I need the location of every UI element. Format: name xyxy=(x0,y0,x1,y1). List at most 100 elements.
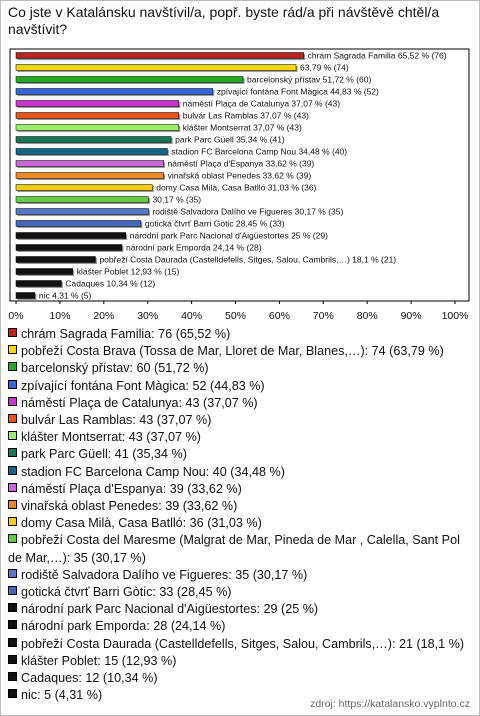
value-label: národní park Parc Nacional d'Aigüestorte… xyxy=(130,230,328,240)
legend-item: klášter Poblet: 15 (12,93 %) xyxy=(8,653,470,670)
legend-item: náměstí Plaça de Catalunya: 43 (37,07 %) xyxy=(8,395,470,412)
bar xyxy=(15,100,179,107)
legend-swatch xyxy=(8,568,17,578)
bar xyxy=(15,112,179,119)
legend-item: pobřeží Costa del Maresme (Malgrat de Ma… xyxy=(8,532,470,566)
legend-item: rodiště Salvadora Dalího ve Figueres: 35… xyxy=(8,567,470,584)
bar xyxy=(15,268,74,275)
bar xyxy=(15,196,149,203)
value-label: park Parc Güell 35,34 % (41) xyxy=(175,134,285,144)
legend-swatch xyxy=(8,500,17,510)
legend-swatch xyxy=(8,379,17,389)
value-label: náměstí Plaça d'Espanya 33,62 % (39) xyxy=(168,158,315,168)
bar xyxy=(15,292,36,299)
legend-swatch xyxy=(8,396,17,406)
legend-swatch xyxy=(8,603,17,613)
x-tick-label: 80% xyxy=(357,310,378,322)
legend-label: pobřeží Costa Brava (Tossa de Mar, Llore… xyxy=(21,344,444,359)
value-label: bulvár Las Ramblas 37,07 % (43) xyxy=(183,110,309,120)
x-tick-label: 40% xyxy=(181,310,202,322)
legend-swatch xyxy=(8,362,17,372)
bar xyxy=(15,184,153,191)
legend-label: Cadaques: 12 (10,34 %) xyxy=(21,671,158,686)
legend-label: vinařská oblast Penedes: 39 (33,62 %) xyxy=(21,499,238,514)
legend-item: klášter Montserrat: 43 (37,07 %) xyxy=(8,429,470,446)
value-label: chrám Sagrada Familia 65,52 % (76) xyxy=(308,50,447,60)
legend-swatch xyxy=(8,345,17,355)
bar xyxy=(15,172,164,179)
legend: chrám Sagrada Familia: 76 (65,52 %) pobře… xyxy=(8,326,470,704)
bar xyxy=(15,160,164,167)
legend-item: bulvár Las Ramblas: 43 (37,07 %) xyxy=(8,412,470,429)
bar xyxy=(15,148,168,155)
value-label: klášter Montserrat 37,07 % (43) xyxy=(183,122,302,132)
value-label: domy Casa Milà, Casa Batlló 31,03 % (36) xyxy=(156,182,316,192)
value-label: pobřeží Costa Daurada (Castelldefells, S… xyxy=(99,254,396,264)
legend-swatch xyxy=(8,465,17,475)
value-label: náměstí Plaça de Catalunya 37,07 % (43) xyxy=(183,98,341,108)
legend-item: národní park Parc Nacional d'Aigüestorte… xyxy=(8,601,470,618)
x-tick-label: 100% xyxy=(442,310,469,322)
bar xyxy=(15,244,123,251)
legend-swatch xyxy=(8,637,17,647)
legend-swatch xyxy=(8,654,17,664)
legend-label: náměstí Plaça d'Espanya: 39 (33,62 %) xyxy=(21,481,242,496)
legend-item: gotická čtvrť Barri Gòtic: 33 (28,45 %) xyxy=(8,584,470,601)
legend-item: domy Casa Milà, Casa Batlló: 36 (31,03 %… xyxy=(8,515,470,532)
legend-label: domy Casa Milà, Casa Batlló: 36 (31,03 %… xyxy=(21,516,262,531)
legend-label: klášter Poblet: 15 (12,93 %) xyxy=(21,653,177,668)
x-tick-label: 90% xyxy=(401,310,422,322)
bar xyxy=(15,64,297,71)
bar xyxy=(15,256,96,263)
value-label: nic 4,31 % (5) xyxy=(39,290,92,300)
legend-swatch xyxy=(8,414,17,424)
legend-item: náměstí Plaça d'Espanya: 39 (33,62 %) xyxy=(8,481,470,498)
legend-item: zpívající fontána Font Màgica: 52 (44,83… xyxy=(8,378,470,395)
bar xyxy=(15,88,214,95)
value-label: stadion FC Barcelona Camp Nou 34,48 % (4… xyxy=(171,146,347,156)
legend-label: rodiště Salvadora Dalího ve Figueres: 35… xyxy=(21,567,308,582)
legend-label: bulvár Las Ramblas: 43 (37,07 %) xyxy=(21,413,212,428)
chart-title: Co jste v Katalánsku navštívil/a, popř. … xyxy=(8,4,440,37)
x-tick-label: 0% xyxy=(8,310,23,322)
legend-swatch xyxy=(8,431,17,441)
x-tick-label: 20% xyxy=(93,310,114,322)
legend-item: národní park Emporda: 28 (24,14 %) xyxy=(8,618,470,635)
value-label: vinařská oblast Penedes 33,62 % (39) xyxy=(168,170,312,180)
value-label: barcelonský přístav 51,72 % (60) xyxy=(247,74,371,84)
legend-item: barcelonský přístav: 60 (51,72 %) xyxy=(8,360,470,377)
legend-label: pobřeží Costa Daurada (Castelldefells, S… xyxy=(21,636,465,651)
legend-swatch xyxy=(8,517,17,527)
legend-swatch xyxy=(8,586,17,596)
value-label: Cadaques 10,34 % (12) xyxy=(65,278,155,288)
value-label: rodiště Salvadora Dalího ve Figueres 30,… xyxy=(152,206,343,216)
legend-swatch xyxy=(8,482,17,492)
legend-label: park Parc Güell: 41 (35,34 %) xyxy=(21,447,187,462)
bar xyxy=(15,124,179,131)
x-tick-label: 60% xyxy=(269,310,290,322)
legend-label: stadion FC Barcelona Camp Nou: 40 (34,48… xyxy=(21,464,285,479)
legend-label: chrám Sagrada Familia: 76 (65,52 %) xyxy=(21,327,231,341)
value-label: zpívající fontána Font Màgica 44,83 % (5… xyxy=(217,86,379,96)
value-label: klášter Poblet 12,93 % (15) xyxy=(77,266,180,276)
legend-label: pobřeží Costa del Maresme (Malgrat de Ma… xyxy=(8,533,460,565)
legend-swatch xyxy=(8,672,17,682)
legend-label: klášter Montserrat: 43 (37,07 %) xyxy=(21,430,201,445)
source: zdroj: https://katalansko.vyplnto.cz xyxy=(310,698,470,710)
x-tick-label: 70% xyxy=(313,310,334,322)
legend-label: barcelonský přístav: 60 (51,72 %) xyxy=(21,361,209,376)
value-label: 30,17 % (35) xyxy=(152,194,201,204)
legend-swatch xyxy=(8,328,17,337)
legend-swatch xyxy=(8,448,17,458)
legend-label: národní park Emporda: 28 (24,14 %) xyxy=(21,619,226,634)
legend-item: nic: 5 (4,31 %) xyxy=(8,687,470,704)
value-label: 63,79 % (74) xyxy=(300,62,349,72)
bar xyxy=(15,232,126,239)
legend-label: zpívající fontána Font Màgica: 52 (44,83… xyxy=(21,378,265,393)
bar xyxy=(15,136,172,143)
legend-swatch xyxy=(8,534,17,544)
legend-label: gotická čtvrť Barri Gòtic: 33 (28,45 %) xyxy=(21,585,232,600)
x-tick-label: 30% xyxy=(137,310,158,322)
x-tick-label: 50% xyxy=(225,310,246,322)
